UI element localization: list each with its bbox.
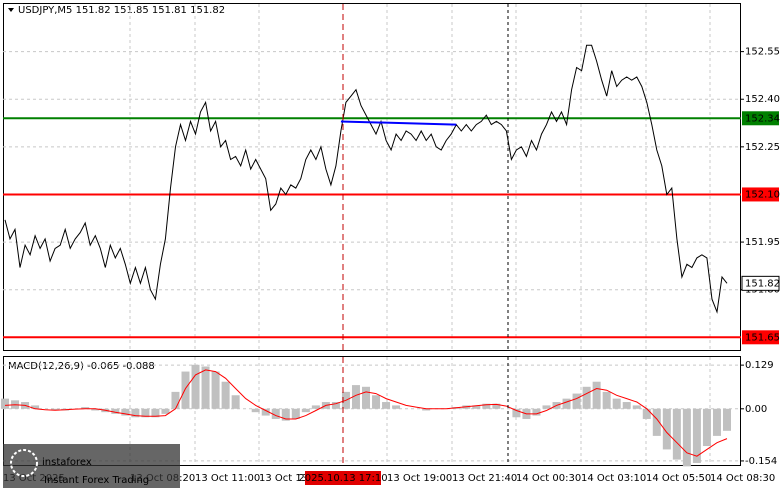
watermark-tagline: Instant Forex Trading xyxy=(44,475,149,486)
macd-bar xyxy=(672,408,681,460)
level-label-box xyxy=(742,330,779,345)
macd-bar xyxy=(81,407,90,409)
macd-bar xyxy=(372,395,381,409)
macd-bar xyxy=(181,371,190,409)
watermark-box xyxy=(3,444,180,488)
macd-bar xyxy=(171,391,180,409)
macd-bar xyxy=(532,408,541,416)
y-tick-label: 0.00 xyxy=(745,404,767,415)
level-label: 152.10 xyxy=(745,189,780,200)
macd-bar xyxy=(572,393,581,409)
watermark-logo xyxy=(10,449,38,477)
y-tick-label: 152.40 xyxy=(745,94,780,105)
macd-bar xyxy=(702,408,711,447)
macd-panel-frame xyxy=(3,356,741,466)
macd-bar xyxy=(662,408,671,450)
macd-title: MACD(12,26,9) -0.065 -0.088 xyxy=(8,361,155,372)
watermark-brand: instaforex xyxy=(42,457,92,468)
macd-bar xyxy=(362,386,370,409)
macd-bar xyxy=(191,364,200,409)
macd-bar xyxy=(351,385,360,409)
x-tick-label: 13 Oct 11:00 xyxy=(195,473,260,484)
price-panel-frame xyxy=(3,3,741,351)
y-tick-label: 152.55 xyxy=(745,47,780,58)
macd-bar xyxy=(652,408,661,436)
watermark: instaforex Instant Forex Trading xyxy=(3,444,180,488)
x-tick-label: 13 Oct 21:40 xyxy=(452,473,517,484)
macd-bar xyxy=(91,408,100,411)
y-tick-label: -0.154 xyxy=(745,456,777,467)
macd-bar xyxy=(111,408,120,414)
macd-bar xyxy=(622,402,631,409)
macd-bar xyxy=(1,398,9,409)
macd-bar xyxy=(382,402,391,409)
macd-bar xyxy=(251,408,260,413)
last-price-box xyxy=(741,275,780,291)
x-tick-label: 14 Oct 03:10 xyxy=(581,473,646,484)
macd-bar xyxy=(301,408,310,413)
macd-bar xyxy=(612,398,621,409)
macd-bar xyxy=(542,405,551,409)
macd-bar xyxy=(211,371,220,409)
last-price-label: 151.82 xyxy=(745,278,780,289)
macd-bar xyxy=(231,395,240,409)
x-tick-label: 14 Oct 05:50 xyxy=(646,473,711,484)
macd-bar xyxy=(311,405,320,409)
macd-bar xyxy=(692,408,701,463)
level-label: 151.65 xyxy=(745,332,780,343)
macd-bar xyxy=(492,403,501,409)
y-tick-label: 151.95 xyxy=(745,237,780,248)
x-tick-label: 14 Oct 08:30 xyxy=(710,473,775,484)
cursor-label: 2025.10.13 17:10 xyxy=(298,473,387,484)
macd-bar xyxy=(201,366,210,409)
x-tick-label: 13 Oct 19:00 xyxy=(387,473,452,484)
level-label-box xyxy=(742,187,779,202)
price-line xyxy=(4,44,728,314)
macd-bar xyxy=(271,408,280,419)
macd-bar xyxy=(51,408,60,411)
macd-bar xyxy=(141,408,150,418)
macd-bar xyxy=(261,408,270,416)
x-tick-label: 13 Oct 13:40 xyxy=(259,473,324,484)
macd-bar xyxy=(582,386,591,409)
macd-bar xyxy=(642,408,651,419)
macd-bar xyxy=(422,408,431,411)
macd-bar xyxy=(221,381,230,409)
macd-bar xyxy=(151,408,160,418)
macd-bar xyxy=(682,408,691,467)
macd-bar xyxy=(281,408,290,421)
macd-bar xyxy=(723,408,731,431)
macd-bar xyxy=(392,405,401,409)
macd-bar xyxy=(291,408,300,419)
macd-bar xyxy=(121,408,130,416)
y-tick-label: 0.129 xyxy=(745,360,774,371)
macd-bar xyxy=(632,405,641,409)
macd-bar xyxy=(512,408,521,418)
x-tick-label: 14 Oct 00:30 xyxy=(516,473,581,484)
macd-bar xyxy=(712,408,721,436)
macd-bar xyxy=(482,403,491,409)
macd-bar xyxy=(602,391,611,409)
macd-bar xyxy=(131,408,140,418)
macd-bar xyxy=(161,408,170,414)
macd-bar xyxy=(592,381,601,409)
macd-bar xyxy=(31,405,40,409)
menu-arrow xyxy=(8,8,14,12)
macd-bar xyxy=(331,402,340,409)
y-tick-label: 152.25 xyxy=(745,142,780,153)
chart-title: USDJPY,M5 151.82 151.85 151.81 151.82 xyxy=(18,5,225,16)
macd-bar xyxy=(472,405,481,409)
level-label: 152.34 xyxy=(745,113,780,124)
cursor-label-box xyxy=(305,471,381,485)
level-label-box xyxy=(742,111,779,126)
trendline xyxy=(340,120,457,126)
macd-bar xyxy=(562,398,571,409)
signal-line xyxy=(4,369,728,457)
